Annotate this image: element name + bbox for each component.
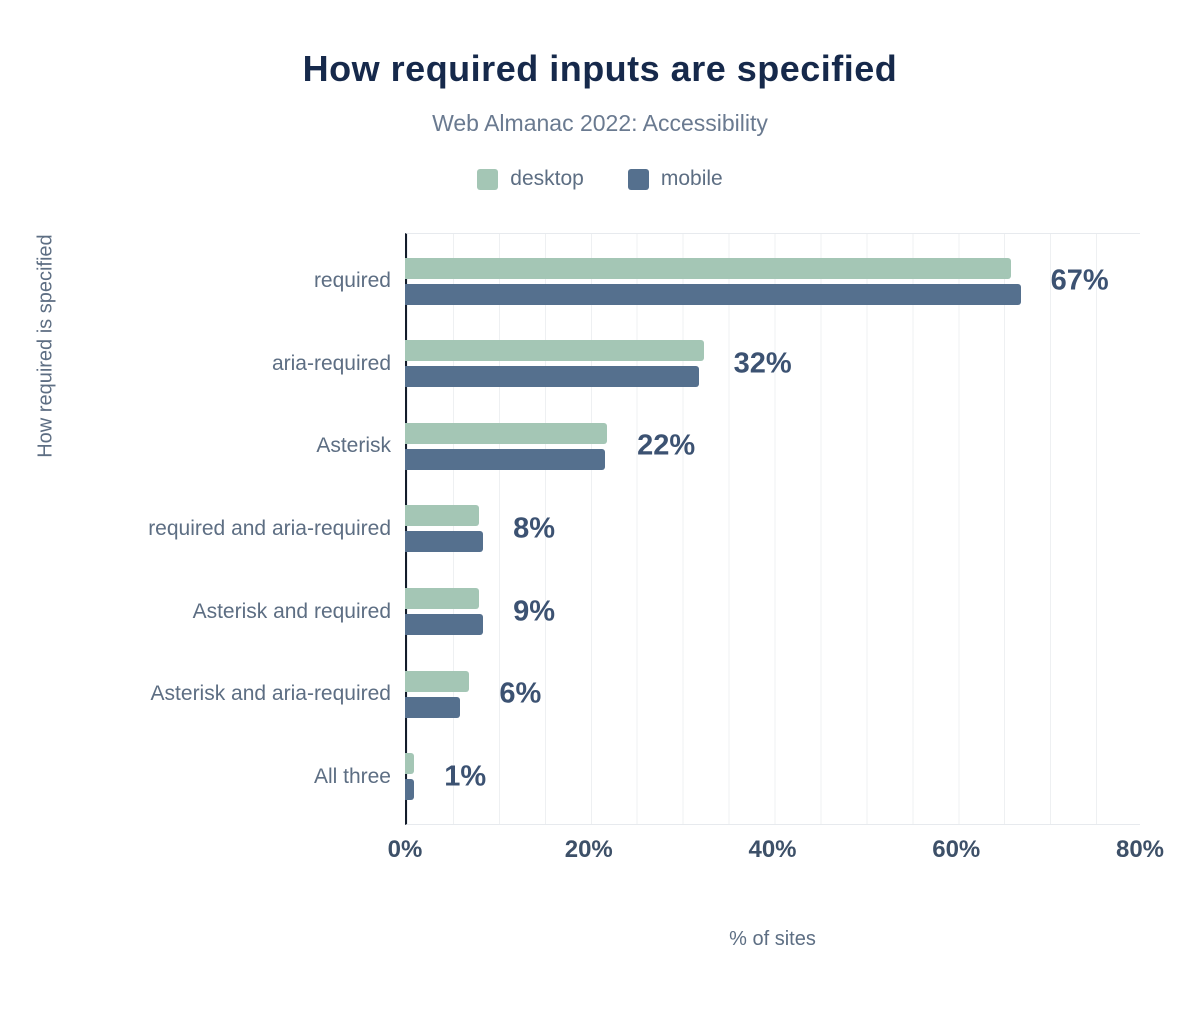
legend-swatch-icon <box>627 168 649 190</box>
bar-mobile[interactable] <box>405 531 484 553</box>
x-axis-title: % of sites <box>729 928 816 950</box>
bar-mobile[interactable] <box>405 779 415 801</box>
category-label: Asterisk <box>316 434 391 458</box>
value-annotation: 8% <box>513 512 556 545</box>
category-label: required <box>313 269 391 293</box>
value-annotation: 32% <box>733 347 792 380</box>
chart-subtitle: Web Almanac 2022: Accessibility <box>432 110 768 136</box>
chart-row: required 67% <box>314 241 1140 322</box>
bar-mobile[interactable] <box>405 366 699 388</box>
value-annotation: 22% <box>637 429 696 462</box>
bar-rows: required 67% aria-required 32% Asterisk 22% re… <box>148 240 1140 818</box>
value-annotation: 1% <box>444 760 487 793</box>
bar-desktop[interactable] <box>405 505 479 527</box>
x-axis-ticks: 0% 20% 40% 60% 80% <box>388 836 1164 870</box>
bar-desktop[interactable] <box>405 340 704 362</box>
legend-label: mobile <box>660 167 723 190</box>
bar-desktop[interactable] <box>405 588 479 610</box>
chart-row: Asterisk 22% <box>316 406 1140 487</box>
value-annotation: 67% <box>1050 264 1109 297</box>
legend-label: desktop <box>510 167 584 190</box>
chart-row: All three 1% <box>314 736 1140 817</box>
legend-swatch-icon <box>477 168 499 190</box>
chart-row: Asterisk and aria-required 6% <box>151 654 1140 735</box>
value-annotation: 9% <box>513 595 556 628</box>
chart-title: How required inputs are specified <box>302 48 898 89</box>
x-axis-tick-label: 60% <box>932 836 981 863</box>
plot-background <box>405 233 1140 825</box>
legend-item-mobile[interactable]: mobile <box>627 167 723 191</box>
category-label: required and aria-required <box>148 516 391 540</box>
bar-mobile[interactable] <box>405 448 606 470</box>
x-axis-tick-label: 80% <box>1115 836 1165 863</box>
bar-desktop[interactable] <box>405 670 470 692</box>
bar-mobile[interactable] <box>405 696 461 718</box>
bar-mobile[interactable] <box>405 614 484 636</box>
y-axis-title: How required is specified <box>34 234 57 458</box>
category-label: All three <box>313 764 391 788</box>
x-axis-tick-label: 0% <box>387 836 423 863</box>
chart-row: Asterisk and required 9% <box>193 571 1140 652</box>
bar-desktop[interactable] <box>405 257 1012 279</box>
x-axis-tick-label: 40% <box>748 836 797 863</box>
plot-area: How required is specified required 67% ari… <box>0 228 1200 950</box>
legend: desktop mobile <box>0 167 1200 191</box>
value-annotation: 6% <box>499 677 542 710</box>
category-label: aria-required <box>271 351 391 375</box>
category-label: Asterisk and required <box>192 599 391 623</box>
category-label: Asterisk and aria-required <box>150 682 391 706</box>
bar-desktop[interactable] <box>405 422 608 444</box>
legend-item-desktop[interactable]: desktop <box>477 167 584 191</box>
bar-mobile[interactable] <box>405 283 1021 305</box>
x-axis-tick-label: 20% <box>564 836 613 863</box>
chart-row: aria-required 32% <box>272 323 1140 404</box>
chart-row: required and aria-required 8% <box>148 488 1140 569</box>
bar-desktop[interactable] <box>405 753 415 775</box>
